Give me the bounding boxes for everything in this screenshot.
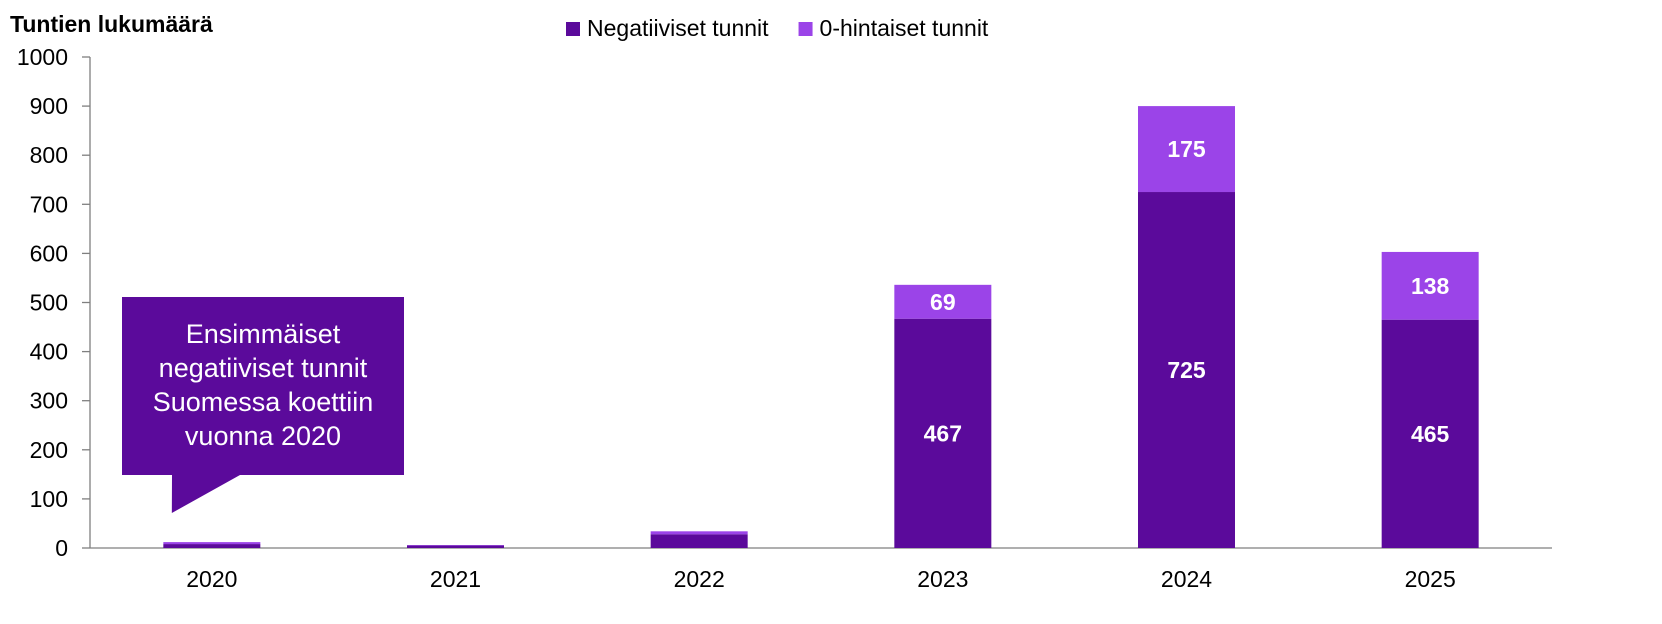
data-label: 465	[1411, 421, 1450, 447]
x-axis: 2020 2021 2022 2023 2024 2025	[90, 547, 1552, 592]
callout-text-line: Ensimmäiset	[186, 319, 341, 349]
bar-segment	[407, 545, 504, 548]
y-tick-label: 800	[30, 142, 68, 168]
y-tick-label: 100	[30, 486, 68, 512]
bar-segment	[163, 542, 261, 545]
y-tick-label: 0	[55, 535, 68, 561]
x-tick-label: 2024	[1161, 566, 1212, 592]
callout-text-line: Suomessa koettiin	[153, 387, 374, 417]
callout-text-line: vuonna 2020	[185, 421, 341, 451]
callout-text-line: negatiiviset tunnit	[159, 353, 368, 383]
x-tick-label: 2025	[1405, 566, 1456, 592]
data-label: 69	[930, 289, 956, 315]
legend-swatch	[566, 22, 580, 36]
x-tick-label: 2022	[674, 566, 725, 592]
data-label: 725	[1167, 357, 1206, 383]
callout-box	[122, 297, 404, 513]
bar-segment	[650, 531, 748, 535]
y-tick-label: 500	[30, 290, 68, 316]
data-label: 467	[924, 420, 962, 446]
legend-label: Negatiiviset tunnit	[587, 15, 769, 41]
data-label: 138	[1411, 273, 1450, 299]
y-tick-label: 200	[30, 437, 68, 463]
y-tick-label: 700	[30, 191, 68, 217]
y-tick-label: 300	[30, 388, 68, 414]
x-tick-label: 2023	[917, 566, 968, 592]
legend-swatch	[798, 22, 813, 36]
x-tick-label: 2020	[186, 566, 237, 592]
y-tick-label: 600	[30, 240, 68, 266]
bar-segment	[1138, 192, 1235, 548]
bars: 467 69 725 175 465 138	[163, 106, 1479, 548]
y-tick-label: 400	[30, 339, 68, 365]
annotation-callout: Ensimmäiset negatiiviset tunnit Suomessa k…	[122, 297, 404, 513]
bar-segment	[1381, 319, 1479, 548]
data-label: 175	[1167, 136, 1206, 162]
legend-label: 0-hintaiset tunnit	[820, 15, 989, 41]
legend: Negatiiviset tunnit 0-hintaiset tunnit	[566, 15, 989, 41]
y-axis-title: Tuntien lukumäärä	[10, 11, 213, 37]
x-tick-label: 2021	[430, 566, 481, 592]
y-tick-label: 1000	[17, 44, 68, 70]
y-tick-label: 900	[30, 93, 68, 119]
bar-segment	[894, 284, 992, 319]
y-axis: 0 100 200 300 400 500 600 700 800 900 1000	[17, 44, 91, 561]
bar-segment	[1138, 106, 1235, 193]
bar-segment	[1381, 251, 1479, 320]
bar-segment	[163, 544, 261, 548]
bar-segment	[894, 318, 992, 548]
bar-segment	[650, 534, 748, 548]
